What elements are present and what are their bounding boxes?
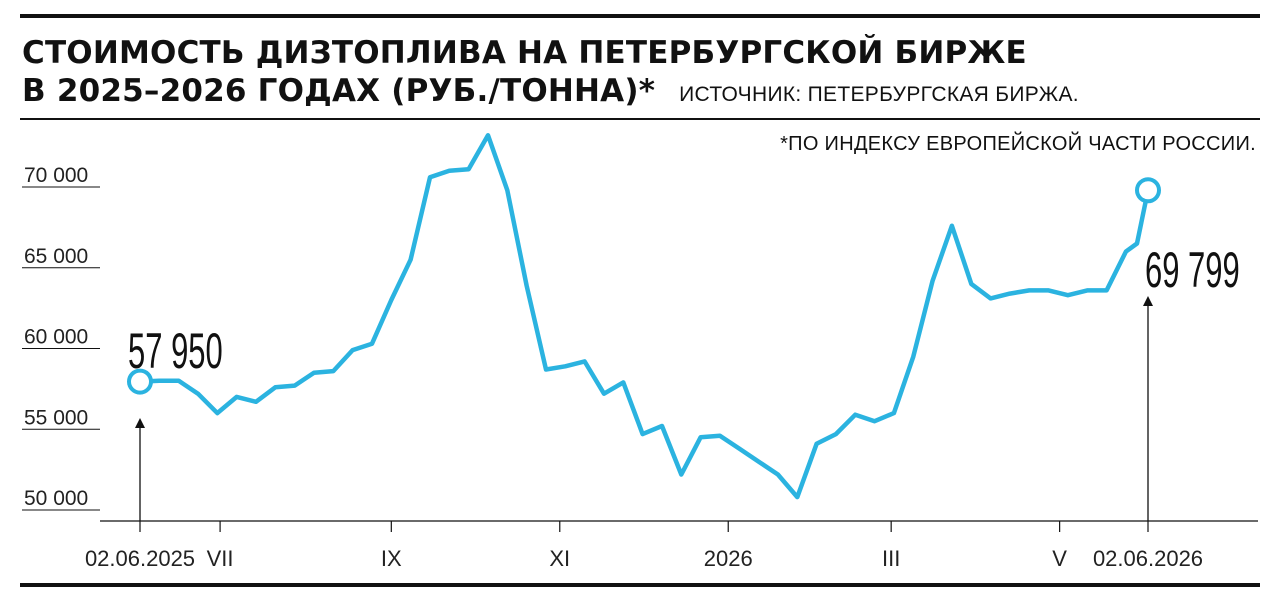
annotation-arrow-head: [135, 418, 145, 428]
endpoint-marker: [1135, 177, 1161, 204]
chart-title: СТОИМОСТЬ ДИЗТОПЛИВА НА ПЕТЕРБУРГСКОЙ БИ…: [22, 34, 1079, 114]
source-note: ИСТОЧНИК: ПЕТЕРБУРГСКАЯ БИРЖА.: [679, 83, 1079, 106]
y-tick-label: 70 000: [24, 164, 88, 187]
title-line-2: В 2025–2026 ГОДАХ (РУБ./ТОННА)*: [22, 73, 656, 109]
footnote: *ПО ИНДЕКСУ ЕВРОПЕЙСКОЙ ЧАСТИ РОССИИ.: [780, 133, 1256, 155]
x-tick-label: III: [882, 546, 900, 571]
title-line-2-row: В 2025–2026 ГОДАХ (РУБ./ТОННА)* ИСТОЧНИК…: [22, 72, 1079, 114]
x-tick-label: 02.06.2025: [85, 546, 195, 571]
value-callout: 57 950: [128, 322, 223, 378]
value-callout: 69 799: [1145, 241, 1240, 297]
y-tick-label: 65 000: [24, 245, 88, 268]
y-tick-label: 55 000: [24, 406, 88, 429]
annotation-arrow-head: [1143, 296, 1153, 306]
top-rule: [20, 14, 1260, 18]
title-line-1: СТОИМОСТЬ ДИЗТОПЛИВА НА ПЕТЕРБУРГСКОЙ БИ…: [22, 35, 1027, 71]
y-tick-label: 50 000: [24, 487, 88, 510]
y-tick-label: 60 000: [24, 326, 88, 349]
header-rule: [20, 118, 1260, 120]
x-tick-label: XI: [549, 546, 570, 571]
bottom-rule: [20, 583, 1260, 587]
x-tick-label: VII: [207, 546, 234, 571]
endpoint-marker: [127, 368, 153, 395]
x-tick-label: 2026: [704, 546, 753, 571]
x-tick-label: V: [1052, 546, 1067, 571]
x-tick-label: 02.06.2026: [1093, 546, 1203, 571]
price-series-line: [137, 133, 1151, 500]
x-tick-label: IX: [381, 546, 402, 571]
